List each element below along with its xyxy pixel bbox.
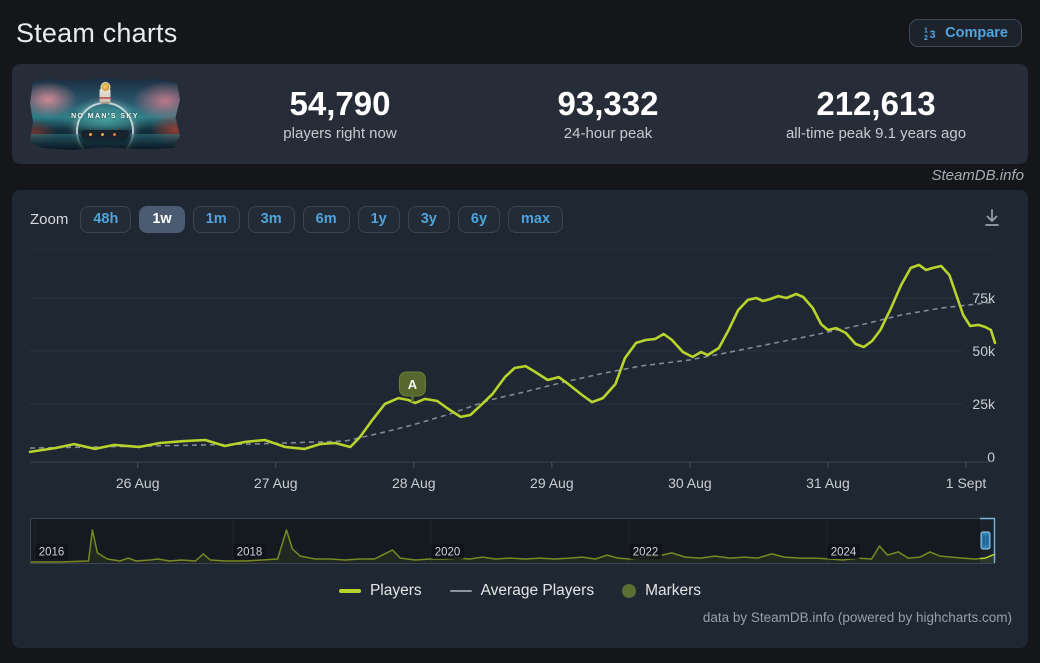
compare-button-label: Compare bbox=[945, 25, 1008, 41]
svg-text:2016: 2016 bbox=[39, 547, 65, 559]
svg-text:2018: 2018 bbox=[237, 547, 263, 559]
stat-players-now: 54,790 players right now bbox=[206, 84, 474, 143]
svg-text:A: A bbox=[408, 377, 418, 392]
download-chart-icon[interactable] bbox=[980, 206, 1004, 235]
stats-panel: NO MAN'S SKY 54,790 players right now 93… bbox=[12, 64, 1028, 164]
water-decoration bbox=[30, 134, 180, 150]
zoom-button-1m[interactable]: 1m bbox=[192, 206, 240, 234]
svg-text:1 Sept: 1 Sept bbox=[946, 475, 987, 491]
legend-item-average-players[interactable]: Average Players bbox=[449, 582, 595, 600]
chart-panel: Zoom 48h 1w 1m 3m 6m 1y 3y 6y max 0 25k 50… bbox=[12, 190, 1028, 648]
chart-credits: data by SteamDB.info (powered by highcha… bbox=[702, 610, 1012, 625]
stats-row: 54,790 players right now 93,332 24-hour … bbox=[206, 84, 1010, 143]
stat-alltime-peak: 212,613 all-time peak 9.1 years ago bbox=[742, 84, 1010, 143]
svg-text:2020: 2020 bbox=[435, 547, 461, 559]
chart-toolbar: Zoom 48h 1w 1m 3m 6m 1y 3y 6y max bbox=[12, 190, 1028, 234]
page-title: Steam charts bbox=[16, 17, 178, 48]
zoom-button-6m[interactable]: 6m bbox=[302, 206, 350, 234]
markers-swatch bbox=[622, 584, 637, 598]
game-title: NO MAN'S SKY bbox=[71, 113, 139, 121]
stat-value: 212,613 bbox=[816, 84, 936, 122]
compare-button[interactable]: 1 2 3 Compare bbox=[909, 19, 1022, 47]
legend-item-players[interactable]: Players bbox=[338, 582, 422, 600]
numeric-sort-icon: 1 2 3 bbox=[923, 26, 938, 41]
svg-text:2024: 2024 bbox=[831, 547, 857, 559]
stat-label: players right now bbox=[283, 125, 397, 143]
svg-text:2022: 2022 bbox=[633, 547, 659, 559]
svg-text:50k: 50k bbox=[972, 343, 996, 359]
navigator-handle[interactable] bbox=[980, 531, 991, 550]
average-line-swatch bbox=[449, 589, 472, 593]
svg-text:1: 1 bbox=[924, 27, 928, 34]
zoom-button-max[interactable]: max bbox=[508, 206, 564, 234]
game-capsule-image[interactable]: NO MAN'S SKY bbox=[30, 78, 180, 150]
zoom-button-3y[interactable]: 3y bbox=[407, 206, 450, 234]
ship-decoration bbox=[81, 129, 129, 139]
svg-text:75k: 75k bbox=[972, 290, 996, 306]
svg-text:25k: 25k bbox=[972, 396, 996, 412]
legend-label: Average Players bbox=[480, 582, 595, 599]
astronaut-decoration bbox=[99, 88, 111, 105]
legend-label: Players bbox=[369, 582, 422, 599]
svg-text:3: 3 bbox=[930, 29, 936, 41]
stat-value: 93,332 bbox=[557, 84, 659, 122]
svg-text:0: 0 bbox=[987, 449, 995, 465]
svg-text:29 Aug: 29 Aug bbox=[530, 475, 574, 491]
zoom-button-48h[interactable]: 48h bbox=[80, 206, 132, 234]
stat-label: 24-hour peak bbox=[563, 125, 653, 143]
players-line-swatch bbox=[338, 589, 361, 593]
stat-label: all-time peak 9.1 years ago bbox=[785, 125, 967, 143]
svg-text:27 Aug: 27 Aug bbox=[254, 475, 298, 491]
zoom-button-6y[interactable]: 6y bbox=[457, 206, 501, 234]
stat-24h-peak: 93,332 24-hour peak bbox=[474, 84, 742, 143]
zoom-button-1w[interactable]: 1w bbox=[139, 206, 185, 234]
legend-item-markers[interactable]: Markers bbox=[622, 582, 701, 600]
svg-text:30 Aug: 30 Aug bbox=[668, 475, 712, 491]
legend-label: Markers bbox=[645, 582, 702, 599]
players-chart[interactable]: 0 25k 50k 75k 26 Aug 27 Aug 28 Aug 29 Aug 30 Aug… bbox=[12, 190, 1028, 648]
stat-value: 54,790 bbox=[289, 84, 391, 122]
svg-text:2: 2 bbox=[924, 35, 928, 41]
zoom-button-1y[interactable]: 1y bbox=[357, 206, 400, 234]
svg-text:31 Aug: 31 Aug bbox=[806, 475, 850, 491]
zoom-button-3m[interactable]: 3m bbox=[247, 206, 295, 234]
zoom-label: Zoom bbox=[30, 211, 69, 229]
steamdb-watermark: SteamDB.info bbox=[931, 167, 1024, 184]
chart-legend: Players Average Players Markers bbox=[12, 582, 1028, 600]
svg-text:28 Aug: 28 Aug bbox=[392, 475, 436, 491]
page-header: Steam charts 1 2 3 Compare bbox=[0, 0, 1040, 64]
svg-text:26 Aug: 26 Aug bbox=[116, 475, 160, 491]
